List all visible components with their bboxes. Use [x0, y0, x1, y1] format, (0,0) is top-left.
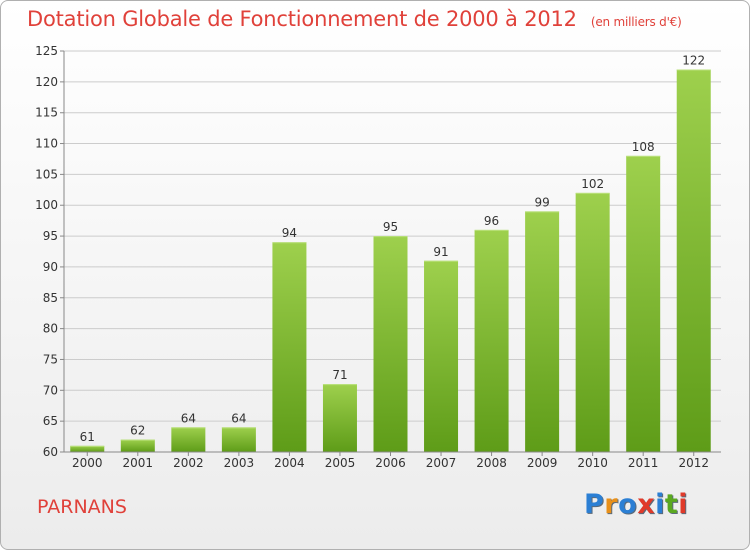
x-tick-label: 2005 [325, 456, 356, 470]
x-tick-label: 2010 [577, 456, 608, 470]
bar [221, 427, 256, 452]
bar [676, 69, 711, 452]
bar-value-label: 108 [632, 140, 655, 154]
bar [424, 260, 459, 452]
y-tick-label: 115 [35, 106, 58, 120]
bar [373, 236, 408, 452]
bar-value-label: 94 [282, 226, 297, 240]
y-tick-label: 65 [43, 414, 58, 428]
x-tick-label: 2002 [173, 456, 204, 470]
bar [70, 445, 105, 452]
x-tick-label: 2000 [72, 456, 103, 470]
x-tick-label: 2003 [224, 456, 255, 470]
y-tick-label: 60 [43, 445, 58, 459]
bar-value-label: 99 [534, 195, 549, 209]
bar-value-label: 95 [383, 220, 398, 234]
x-tick-label: 2004 [274, 456, 305, 470]
commune-name: PARNANS [37, 496, 127, 518]
bar [474, 229, 509, 452]
y-tick-label: 125 [35, 44, 58, 58]
y-tick-label: 70 [43, 383, 58, 397]
y-tick-label: 80 [43, 322, 58, 336]
x-tick-label: 2006 [375, 456, 406, 470]
bar-value-label: 71 [332, 368, 347, 382]
bar [322, 384, 357, 452]
logo-letter: t [664, 489, 679, 520]
bar-value-label: 62 [130, 424, 145, 438]
y-tick-label: 75 [43, 352, 58, 366]
y-tick-label: 110 [35, 137, 58, 151]
x-tick-label: 2012 [678, 456, 709, 470]
bar [575, 192, 610, 452]
bar-value-label: 64 [231, 411, 246, 425]
chart-title: Dotation Globale de Fonctionnement de 20… [27, 7, 682, 31]
logo-letter: r [604, 489, 619, 520]
x-tick-label: 2001 [123, 456, 154, 470]
chart-title-text: Dotation Globale de Fonctionnement de 20… [27, 7, 577, 31]
bar [171, 427, 206, 452]
logo-letter: o [618, 489, 638, 520]
proxiti-logo[interactable]: Proxiti [584, 489, 688, 520]
y-tick-label: 95 [43, 229, 58, 243]
x-tick-label: 2011 [628, 456, 659, 470]
logo-letter: i [678, 489, 689, 520]
y-tick-label: 120 [35, 75, 58, 89]
bar-value-label: 102 [581, 177, 604, 191]
bar [120, 439, 155, 452]
bar-value-label: 122 [682, 54, 705, 68]
bar-value-label: 64 [181, 411, 196, 425]
x-tick-label: 2008 [476, 456, 507, 470]
bar [525, 211, 560, 452]
logo-letter: i [655, 489, 665, 520]
y-tick-label: 100 [35, 198, 58, 212]
x-tick-label: 2007 [426, 456, 457, 470]
bar-value-label: 96 [484, 214, 499, 228]
bar-value-label: 61 [80, 430, 95, 444]
logo-letter: P [584, 489, 605, 520]
y-tick-label: 105 [35, 167, 58, 181]
chart-unit: (en milliers d'€) [590, 15, 682, 29]
x-tick-label: 2009 [527, 456, 558, 470]
axes: 60 65 70 75 80 85 90 95 100 105 110 115 120 125 2000 20… [35, 44, 721, 470]
bar [626, 155, 661, 452]
bar-value-label: 91 [433, 245, 448, 259]
bar [272, 242, 307, 452]
y-tick-label: 85 [43, 291, 58, 305]
bars: 61 62 64 64 94 71 95 91 96 99 102 108 122 [70, 54, 711, 452]
y-tick-label: 90 [43, 260, 58, 274]
logo-letter: x [637, 489, 656, 520]
